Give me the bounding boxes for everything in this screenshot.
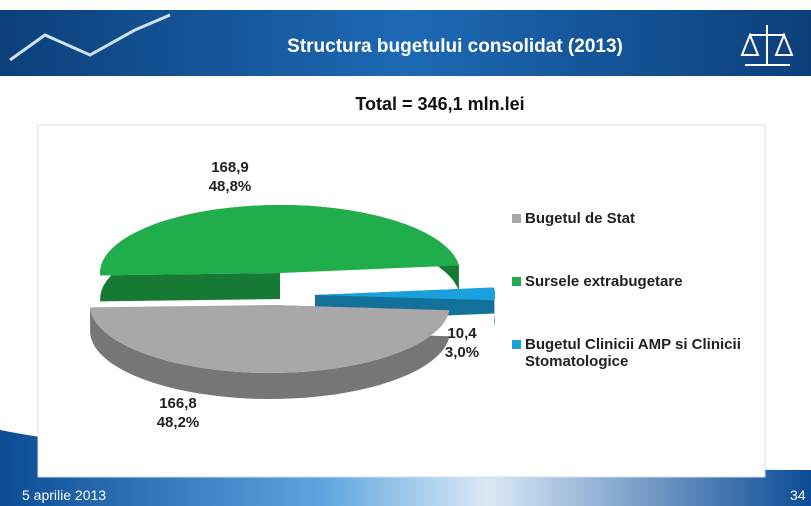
legend-label: Bugetul Clinicii AMP si Clinicii Stomato… (525, 336, 741, 370)
scale-icon (740, 25, 794, 66)
legend-item: Sursele extrabugetare (512, 273, 762, 290)
legend-swatch (512, 277, 521, 286)
page-number: 34 (790, 487, 806, 503)
footer-date: 5 aprilie 2013 (22, 487, 106, 503)
legend-item: Bugetul de Stat (512, 210, 762, 227)
value-label: 10,4 (447, 325, 477, 342)
pie-slice (315, 287, 495, 301)
legend-swatch (512, 340, 521, 349)
legend-label: Bugetul de Stat (525, 210, 636, 227)
slide-title: Structura bugetului consolidat (2013) (287, 36, 623, 57)
chart-title: Total = 346,1 mln.lei (355, 94, 524, 114)
value-label: 166,8 (159, 395, 197, 412)
header-band (0, 10, 811, 76)
percent-label: 48,2% (157, 414, 200, 431)
legend-label: Sursele extrabugetare (525, 273, 683, 290)
legend-item: Bugetul Clinicii AMP si Clinicii Stomato… (512, 336, 762, 370)
percent-label: 3,0% (445, 344, 479, 361)
legend-swatch (512, 214, 521, 223)
value-label: 168,9 (211, 159, 249, 176)
pie-slice (100, 205, 459, 276)
header-arrow (9, 13, 171, 62)
percent-label: 48,8% (209, 178, 252, 195)
pie-slice (90, 305, 450, 373)
